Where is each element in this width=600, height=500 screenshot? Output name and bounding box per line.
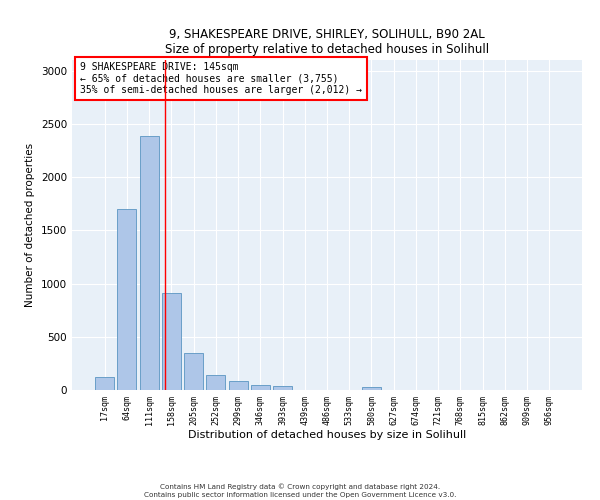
Bar [118,209,136,390]
Bar [251,384,270,390]
Bar [95,377,114,390]
Bar [140,136,158,390]
Bar [206,374,225,390]
Bar [273,386,292,390]
Bar [229,382,248,390]
Text: 9 SHAKESPEARE DRIVE: 145sqm
← 65% of detached houses are smaller (3,755)
35% of : 9 SHAKESPEARE DRIVE: 145sqm ← 65% of det… [80,62,362,95]
Bar [184,352,203,390]
Text: Contains HM Land Registry data © Crown copyright and database right 2024.
Contai: Contains HM Land Registry data © Crown c… [144,484,456,498]
Bar [162,293,181,390]
Y-axis label: Number of detached properties: Number of detached properties [25,143,35,307]
Title: 9, SHAKESPEARE DRIVE, SHIRLEY, SOLIHULL, B90 2AL
Size of property relative to de: 9, SHAKESPEARE DRIVE, SHIRLEY, SOLIHULL,… [165,28,489,56]
X-axis label: Distribution of detached houses by size in Solihull: Distribution of detached houses by size … [188,430,466,440]
Bar [362,387,381,390]
